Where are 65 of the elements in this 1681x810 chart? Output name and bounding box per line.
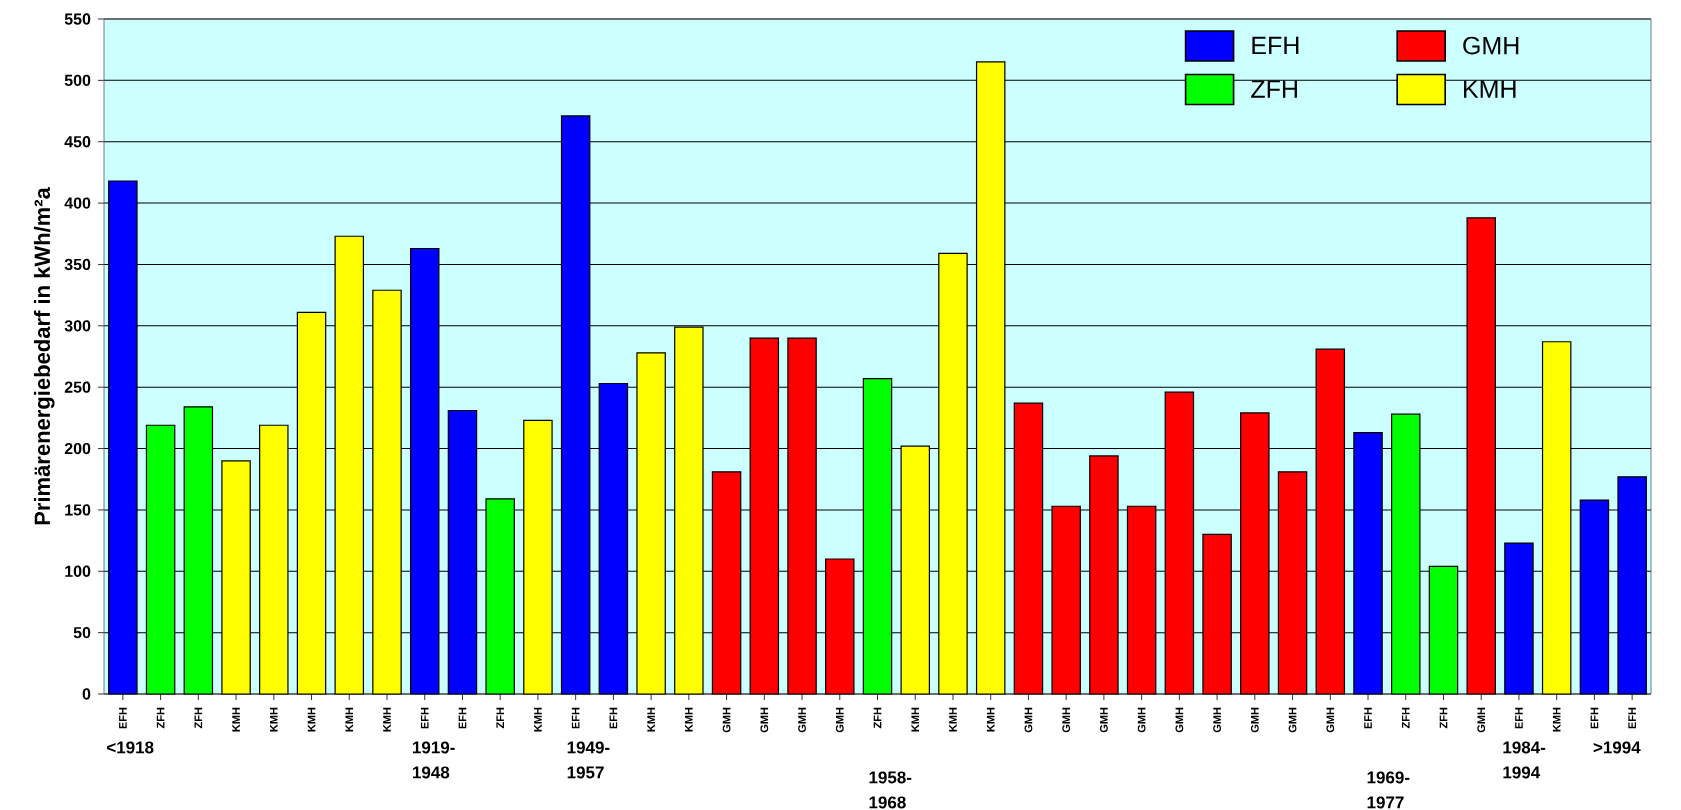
- y-tick-label: 550: [64, 13, 91, 25]
- y-tick-label: 150: [65, 504, 91, 516]
- x-tick-label: EFH: [119, 707, 127, 729]
- x-tick-label: KMH: [1552, 707, 1561, 732]
- x-tick-label: ZFH: [194, 707, 203, 729]
- y-tick-label: 250: [64, 381, 91, 393]
- text: 1984-1994: [1503, 741, 1546, 779]
- legend-label: GMH: [1463, 36, 1519, 55]
- x-tick-label: KMH: [986, 707, 995, 732]
- x-tick-label: GMH: [1062, 707, 1071, 733]
- x-tick-label: EFH: [1628, 707, 1636, 729]
- y-tick-label: 100: [65, 565, 91, 577]
- x-tick-label: KMH: [345, 707, 354, 732]
- y-tick-label: 200: [64, 442, 91, 455]
- x-tick-label: GMH: [1175, 707, 1184, 733]
- x-tick-label: KMH: [534, 707, 542, 732]
- y-tick-label: 50: [73, 626, 91, 639]
- x-tick-label: GMH: [835, 707, 844, 733]
- x-tick-label: EFH: [1590, 707, 1599, 729]
- x-tick-label: GMH: [1137, 707, 1146, 733]
- text: >1994: [1593, 741, 1641, 754]
- x-tick-label: GMH: [1100, 707, 1108, 733]
- x-tick-label: KMH: [307, 707, 316, 732]
- text: <1918: [107, 741, 154, 754]
- x-tick-label: ZFH: [496, 707, 504, 729]
- legend-label: KMH: [1464, 80, 1516, 98]
- x-tick-label: EFH: [1364, 707, 1372, 729]
- x-tick-label: ZFH: [156, 707, 165, 729]
- text: 1949-1957: [567, 741, 610, 779]
- x-tick-label: GMH: [1250, 707, 1259, 733]
- x-tick-label: KMH: [383, 707, 391, 732]
- x-tick-label: GMH: [1288, 707, 1297, 733]
- x-tick-label: EFH: [571, 707, 580, 729]
- y-tick-label: 450: [64, 136, 91, 148]
- x-tick-label: GMH: [1477, 707, 1486, 733]
- x-tick-label: KMH: [232, 707, 240, 732]
- x-tick-label: KMH: [949, 707, 957, 732]
- y-tick-label: 500: [64, 74, 91, 87]
- y-axis-title: Primärenergiebedarf in kWh/m²a: [33, 187, 55, 525]
- x-tick-label: GMH: [798, 707, 806, 733]
- x-tick-label: EFH: [609, 707, 618, 729]
- x-tick-label: ZFH: [1439, 707, 1448, 729]
- y-tick-label: 400: [64, 197, 91, 209]
- x-tick-label: GMH: [722, 707, 731, 733]
- text: 1919-1948: [412, 741, 455, 779]
- x-tick-label: KMH: [911, 707, 920, 732]
- y-tick-label: 350: [64, 258, 91, 271]
- legend-label: ZFH: [1251, 80, 1297, 98]
- x-tick-label: EFH: [458, 707, 467, 729]
- x-tick-label: GMH: [760, 707, 769, 733]
- x-tick-label: KMH: [685, 707, 693, 732]
- text: 1958-1968: [869, 771, 912, 809]
- legend-label: EFH: [1252, 36, 1299, 55]
- x-tick-label: GMH: [1326, 707, 1335, 733]
- x-tick-label: ZFH: [1401, 707, 1410, 729]
- x-tick-label: KMH: [647, 707, 655, 732]
- text: 1969-1977: [1367, 771, 1410, 809]
- x-tick-label: EFH: [420, 707, 429, 729]
- x-tick-label: GMH: [1213, 707, 1221, 733]
- y-tick-label: 0: [82, 688, 91, 700]
- x-tick-label: GMH: [1024, 707, 1033, 733]
- y-tick-label: 300: [64, 320, 91, 332]
- x-tick-label: EFH: [1515, 707, 1523, 729]
- x-tick-label: ZFH: [873, 707, 882, 729]
- x-tick-label: KMH: [270, 707, 278, 732]
